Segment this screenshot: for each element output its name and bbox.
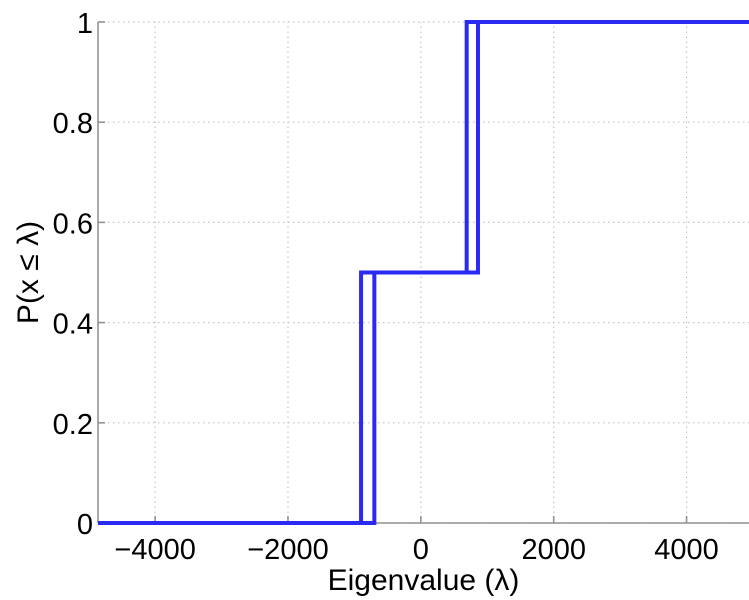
x-tick-label: −4000 <box>114 534 195 566</box>
x-tick-label: 4000 <box>654 534 719 566</box>
x-tick-label: 2000 <box>521 534 586 566</box>
y-tick-label: 0.2 <box>53 409 93 441</box>
y-tick-label: 0.8 <box>53 108 93 140</box>
y-axis-label: P(x ≤ λ) <box>12 221 45 324</box>
x-tick-label: −2000 <box>247 534 328 566</box>
x-axis-label: Eigenvalue (λ) <box>328 564 520 597</box>
x-tick-label: 0 <box>413 534 429 566</box>
cdf-step-2 <box>98 20 749 525</box>
y-tick-label: 0.4 <box>53 309 93 341</box>
y-tick-label: 0.6 <box>53 208 93 240</box>
y-tick-label: 1 <box>77 8 93 40</box>
y-tick-label: 0 <box>77 509 93 541</box>
